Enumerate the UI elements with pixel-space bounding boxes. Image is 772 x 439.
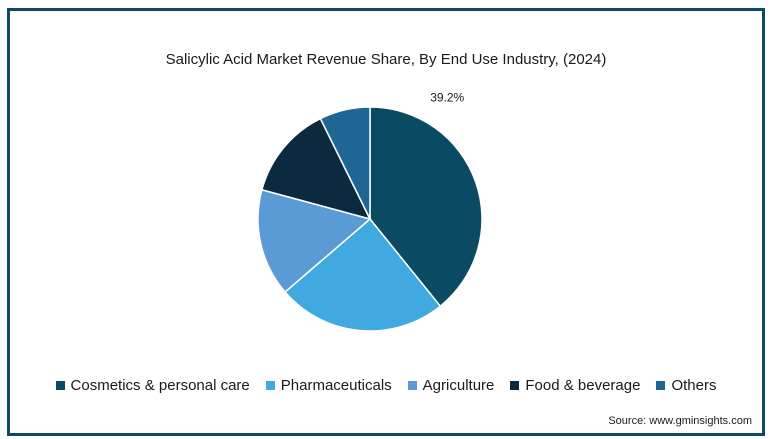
- pie-slice-food-beverage: [260, 117, 372, 221]
- legend-label-food-beverage: Food & beverage: [525, 377, 641, 394]
- pie-slice-agriculture: [257, 188, 372, 294]
- pie-slice-others: [319, 106, 371, 220]
- legend-item-others: Others: [656, 377, 716, 394]
- legend-label-agriculture: Agriculture: [422, 377, 495, 394]
- legend-item-cosmetics: Cosmetics & personal care: [55, 377, 250, 394]
- slice-data-label: 39.2%: [430, 90, 464, 104]
- legend-item-pharmaceuticals: Pharmaceuticals: [265, 377, 392, 394]
- legend-label-cosmetics: Cosmetics & personal care: [70, 377, 250, 394]
- legend-swatch-food-beverage: [510, 381, 520, 390]
- legend-swatch-agriculture: [407, 381, 417, 390]
- legend-swatch-cosmetics: [55, 381, 65, 390]
- legend-item-food-beverage: Food & beverage: [510, 377, 640, 394]
- chart-title: Salicylic Acid Market Revenue Share, By …: [165, 51, 607, 68]
- chart-frame: Salicylic Acid Market Revenue Share, By …: [7, 8, 765, 436]
- legend: Cosmetics & personal care Pharmaceutical…: [10, 377, 762, 394]
- legend-item-agriculture: Agriculture: [407, 377, 495, 394]
- legend-label-others: Others: [671, 377, 717, 394]
- pie-slice-cosmetics-personal-care: [369, 106, 483, 308]
- source-note: Source: www.gminsights.com: [608, 415, 752, 427]
- legend-label-pharmaceuticals: Pharmaceuticals: [280, 377, 392, 394]
- legend-swatch-pharmaceuticals: [265, 381, 275, 390]
- pie-slice-pharmaceuticals: [284, 217, 442, 332]
- pie-chart: 39.2%: [257, 90, 483, 332]
- legend-swatch-others: [656, 381, 666, 390]
